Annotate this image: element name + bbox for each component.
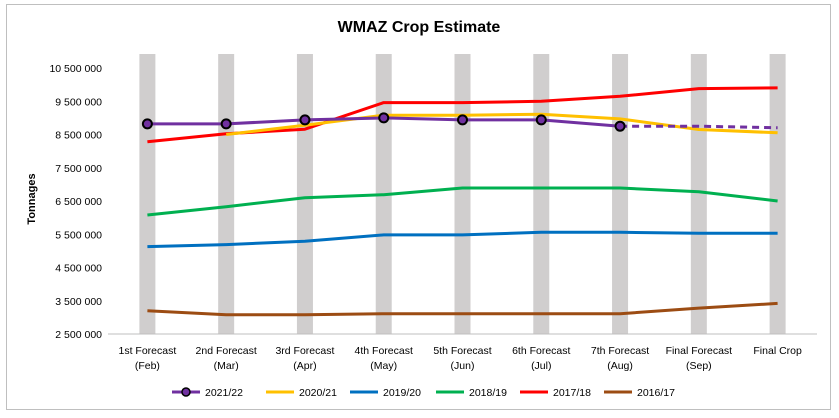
y-tick-label: 7 500 000 (55, 163, 102, 175)
y-tick-label: 9 500 000 (55, 96, 102, 108)
data-point (141, 118, 153, 130)
legend-label: 2018/19 (469, 387, 507, 399)
x-tick-label: 7th Forecast (591, 345, 649, 357)
category-band (454, 54, 471, 334)
y-tick-label: 2 500 000 (55, 329, 102, 341)
x-tick-label: 6th Forecast (512, 345, 570, 357)
series-2016-17 (147, 301, 778, 317)
x-tick-label: 3rd Forecast (275, 345, 334, 357)
legend-marker (181, 387, 191, 397)
x-tick-label: Final Crop (753, 345, 802, 357)
category-band (533, 54, 550, 334)
y-tick-label: 5 500 000 (55, 229, 102, 241)
chart-svg: 2 500 000 3 500 000 4 500 000 5 500 000 6 50… (26, 19, 817, 399)
data-point (220, 118, 232, 130)
x-tick-label: (Apr) (293, 360, 316, 372)
series-2020-21 (226, 112, 778, 136)
category-band (139, 54, 156, 334)
legend-label: 2017/18 (553, 387, 591, 399)
category-band (296, 54, 313, 334)
x-tick-label: 5th Forecast (433, 345, 491, 357)
series-2021-22 (141, 112, 778, 132)
axes: 2 500 000 3 500 000 4 500 000 5 500 000 6 50… (49, 63, 817, 372)
x-tick-label: (Jun) (451, 360, 475, 372)
series-2019-20 (147, 230, 778, 249)
x-tick-label: (Sep) (686, 360, 712, 372)
x-tick-label: (Mar) (214, 360, 239, 372)
legend-label: 2020/21 (299, 387, 337, 399)
x-tick-label: (Jul) (531, 360, 551, 372)
legend-label: 2016/17 (637, 387, 675, 399)
data-point (299, 114, 311, 126)
legend: 2021/22 2020/21 2019/20 2018/19 2017/18 2016/… (172, 387, 675, 399)
x-tick-label: 2nd Forecast (196, 345, 257, 357)
data-point (535, 114, 547, 126)
data-point (378, 112, 390, 124)
category-bands (139, 54, 786, 334)
series-line (226, 112, 778, 136)
legend-item: 2020/21 (266, 387, 337, 399)
chart-title: WMAZ Crop Estimate (338, 19, 501, 36)
series-projection-line (620, 124, 778, 130)
y-tick-label: 6 500 000 (55, 196, 102, 208)
legend-label: 2021/22 (205, 387, 243, 399)
category-band (690, 54, 707, 334)
legend-item: 2019/20 (350, 387, 421, 399)
category-band (769, 54, 786, 334)
legend-item: 2017/18 (520, 387, 591, 399)
y-tick-label: 3 500 000 (55, 296, 102, 308)
x-tick-label: 4th Forecast (355, 345, 413, 357)
series-layer (141, 86, 778, 317)
x-tick-label: (May) (370, 360, 397, 372)
legend-label: 2019/20 (383, 387, 421, 399)
legend-item: 2021/22 (172, 387, 243, 399)
y-tick-label: 10 500 000 (49, 63, 102, 75)
x-tick-label: (Aug) (607, 360, 633, 372)
legend-item: 2018/19 (436, 387, 507, 399)
category-band (218, 54, 235, 334)
series-line (147, 186, 778, 217)
series-line (147, 301, 778, 317)
x-tick-label: Final Forecast (666, 345, 733, 357)
series-line (147, 230, 778, 249)
x-tick-label: (Feb) (135, 360, 160, 372)
chart-frame: 2 500 000 3 500 000 4 500 000 5 500 000 6 50… (6, 4, 831, 410)
x-tick-label: 1st Forecast (118, 345, 176, 357)
y-axis-title: Tonnages (26, 173, 38, 224)
series-2018-19 (147, 186, 778, 217)
data-point (614, 120, 626, 132)
y-tick-label: 4 500 000 (55, 263, 102, 275)
legend-item: 2016/17 (604, 387, 675, 399)
data-point (457, 114, 468, 126)
y-tick-label: 8 500 000 (55, 130, 102, 142)
